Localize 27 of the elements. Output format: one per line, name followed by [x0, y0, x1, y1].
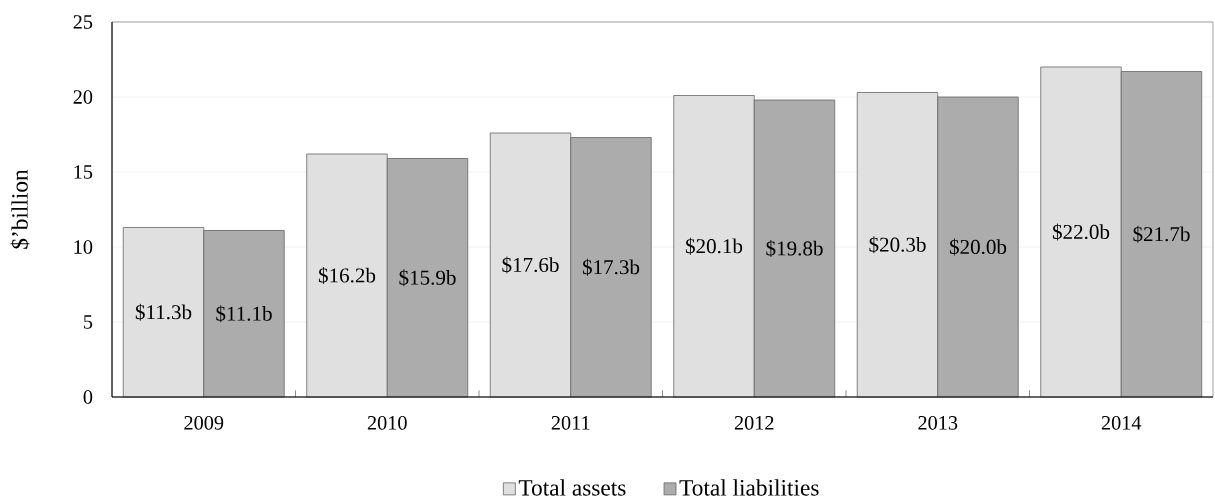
- data-label: $20.1b: [685, 237, 743, 255]
- x-tick-label: 2009: [184, 416, 224, 430]
- data-label: $21.7b: [1133, 225, 1190, 243]
- x-tick-label: 2012: [734, 416, 774, 430]
- data-label: $15.9b: [399, 269, 456, 287]
- y-tick-label: 15: [74, 165, 93, 179]
- y-tick-label: 5: [84, 315, 93, 329]
- data-label: $11.3b: [135, 303, 192, 321]
- data-label: $17.3b: [582, 258, 640, 276]
- data-label: $22.0b: [1052, 223, 1110, 241]
- data-label: $20.0b: [949, 238, 1007, 256]
- data-label: $11.1b: [216, 305, 272, 323]
- data-label: $17.6b: [502, 256, 559, 274]
- x-tick-label: 2014: [1101, 416, 1142, 430]
- legend-label: Total assets: [518, 479, 626, 496]
- x-tick-label: 2013: [918, 416, 958, 430]
- data-label: $16.2b: [318, 267, 376, 284]
- data-label: $20.3b: [869, 236, 926, 254]
- y-tick-label: 10: [74, 240, 93, 254]
- legend-label: Total liabilities: [679, 479, 819, 496]
- y-axis-title: $’billion: [10, 169, 30, 249]
- data-label: $19.8b: [766, 240, 823, 257]
- y-tick-label: 20: [73, 90, 93, 104]
- x-tick-label: 2011: [551, 416, 590, 430]
- x-tick-label: 2010: [367, 416, 407, 430]
- y-tick-label: 25: [73, 15, 93, 29]
- y-tick-label: 0: [83, 390, 93, 404]
